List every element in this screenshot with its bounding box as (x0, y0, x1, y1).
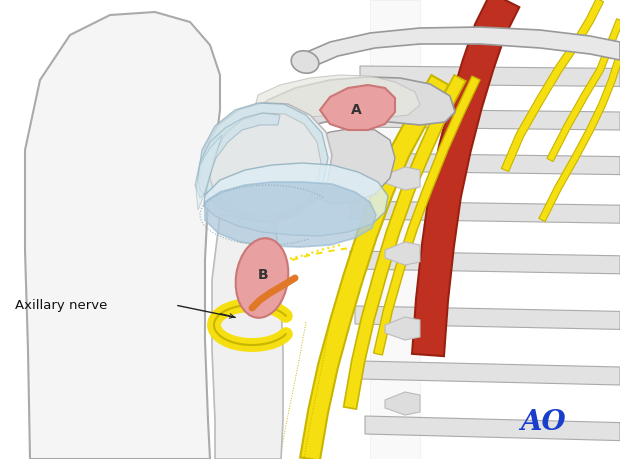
Polygon shape (355, 306, 620, 330)
Polygon shape (300, 75, 449, 459)
Polygon shape (370, 0, 420, 459)
Polygon shape (412, 0, 520, 356)
Polygon shape (385, 167, 420, 190)
Polygon shape (252, 75, 420, 120)
Polygon shape (204, 163, 388, 236)
Polygon shape (374, 76, 480, 355)
Polygon shape (350, 153, 620, 174)
Polygon shape (200, 103, 332, 222)
Polygon shape (350, 201, 620, 223)
Polygon shape (25, 12, 220, 459)
Polygon shape (385, 92, 420, 115)
Polygon shape (365, 416, 620, 441)
Polygon shape (212, 215, 283, 459)
Polygon shape (195, 113, 280, 198)
Polygon shape (248, 77, 455, 145)
Polygon shape (320, 85, 395, 130)
Ellipse shape (236, 238, 288, 318)
Polygon shape (360, 361, 620, 385)
Polygon shape (539, 54, 620, 222)
Polygon shape (385, 242, 420, 265)
Ellipse shape (246, 115, 270, 145)
Polygon shape (198, 103, 328, 221)
Polygon shape (298, 128, 395, 204)
Polygon shape (300, 27, 620, 68)
Text: A: A (351, 103, 361, 117)
Polygon shape (196, 135, 222, 210)
Polygon shape (355, 109, 620, 130)
Polygon shape (547, 19, 620, 162)
Polygon shape (385, 392, 420, 415)
Polygon shape (385, 317, 420, 340)
Text: B: B (258, 268, 268, 282)
Polygon shape (210, 113, 321, 217)
Polygon shape (502, 0, 604, 172)
Text: AO: AO (520, 409, 566, 436)
Polygon shape (343, 75, 466, 409)
Text: Axillary nerve: Axillary nerve (15, 298, 107, 312)
Polygon shape (360, 66, 620, 86)
Polygon shape (350, 251, 620, 274)
Polygon shape (205, 182, 376, 247)
Ellipse shape (291, 51, 319, 73)
